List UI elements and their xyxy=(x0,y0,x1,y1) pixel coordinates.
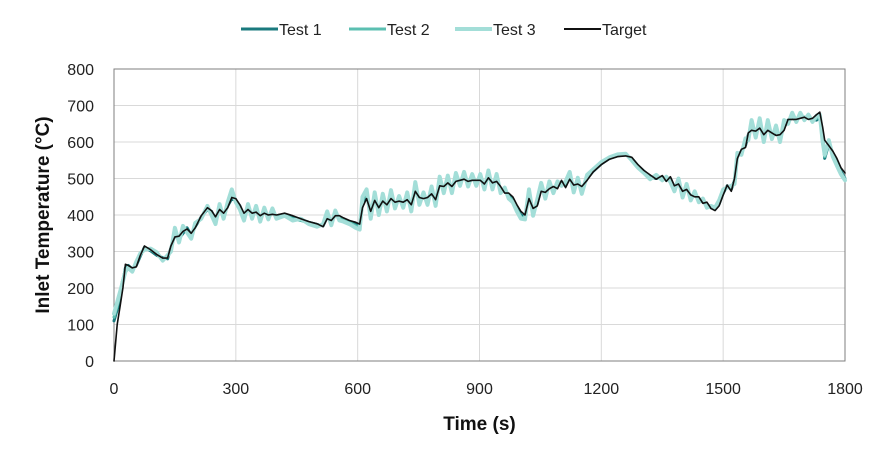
legend-label-2: Test 2 xyxy=(387,22,430,39)
x-tick-label: 1500 xyxy=(705,381,741,398)
x-axis-ticks: 0 300 600 900 1200 1500 1800 xyxy=(110,381,863,398)
x-tick-label: 1200 xyxy=(584,381,620,398)
legend-label-1: Test 1 xyxy=(279,22,322,39)
y-tick-label: 200 xyxy=(67,281,94,298)
legend-label-4: Target xyxy=(602,22,647,39)
x-tick-label: 300 xyxy=(222,381,249,398)
y-axis-ticks: 0 100 200 300 400 500 600 700 800 xyxy=(67,62,94,371)
y-tick-label: 0 xyxy=(85,354,94,371)
y-tick-label: 400 xyxy=(67,208,94,225)
series-line-4 xyxy=(113,111,846,362)
y-tick-label: 500 xyxy=(67,172,94,189)
x-tick-label: 900 xyxy=(466,381,493,398)
x-tick-label: 1800 xyxy=(827,381,863,398)
x-tick-label: 600 xyxy=(344,381,371,398)
legend: Test 1 Test 2 Test 3 Target xyxy=(241,22,647,39)
y-tick-label: 800 xyxy=(67,62,94,79)
y-axis-title: Inlet Temperature (°C) xyxy=(33,116,54,313)
y-tick-label: 600 xyxy=(67,135,94,152)
series-lines xyxy=(112,110,847,362)
plot-area xyxy=(113,68,846,362)
y-tick-label: 700 xyxy=(67,99,94,116)
y-tick-label: 300 xyxy=(67,245,94,262)
x-tick-label: 0 xyxy=(110,381,119,398)
y-tick-label: 100 xyxy=(67,318,94,335)
x-axis-title: Time (s) xyxy=(443,414,516,435)
legend-label-3: Test 3 xyxy=(493,22,536,39)
grid-lines xyxy=(114,69,845,361)
